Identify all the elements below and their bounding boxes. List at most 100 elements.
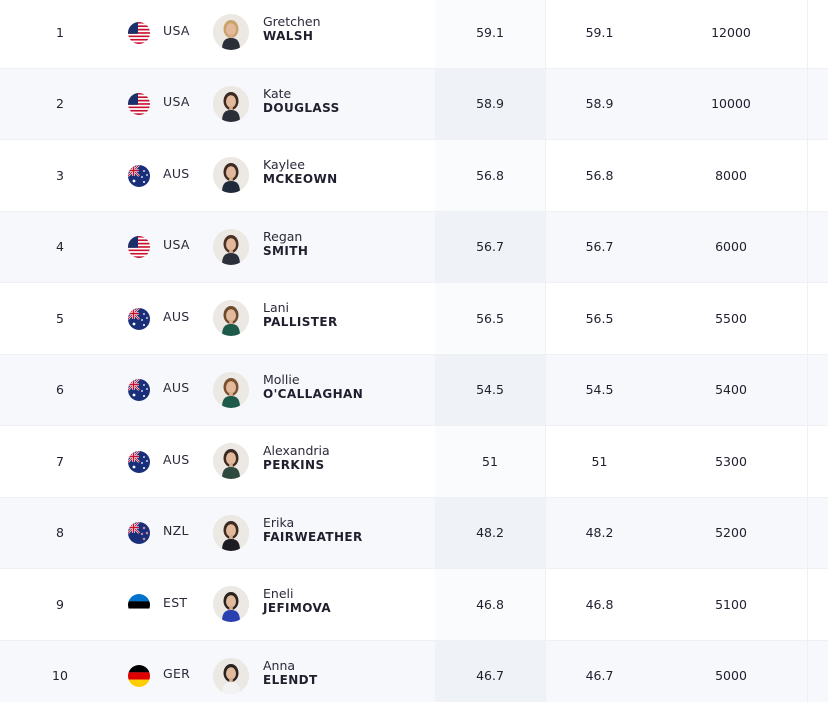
country-code: NZL — [163, 523, 189, 539]
country-code: GER — [163, 666, 191, 682]
athlete-last-name: MCKEOWN — [263, 172, 338, 186]
athlete-last-name: PALLISTER — [263, 315, 338, 329]
athlete-avatar[interactable] — [213, 157, 249, 193]
athlete-name[interactable]: Alexandria PERKINS — [263, 443, 330, 473]
score-total-cell: 58.9 — [545, 68, 653, 139]
athlete-name[interactable]: Kaylee MCKEOWN — [263, 157, 338, 187]
points-cell: 5300 — [715, 453, 747, 469]
athlete-name[interactable]: Anna ELENDT — [263, 657, 318, 687]
athlete-name[interactable]: Eneli JEFIMOVA — [263, 586, 332, 616]
next-column-edge — [807, 68, 828, 139]
athlete-avatar[interactable] — [213, 14, 249, 50]
score-total-cell: 56.7 — [545, 211, 653, 282]
next-column-edge — [807, 640, 828, 702]
table-row[interactable]: 1 USA Gretchen WALSH 59.1 59.1 12000 — [0, 0, 828, 69]
table-row[interactable]: 4 USA Regan SMITH 56.7 56.7 6000 — [0, 211, 828, 283]
score-cell: 56.7 — [435, 211, 545, 282]
athlete-last-name: PERKINS — [263, 458, 325, 472]
table-row[interactable]: 9 EST Eneli JEFIMOVA 46.8 46.8 5100 — [0, 569, 828, 641]
athlete-name[interactable]: Erika FAIRWEATHER — [263, 515, 363, 544]
score-total-cell: 46.8 — [545, 569, 653, 640]
athlete-last-name: DOUGLASS — [263, 100, 340, 115]
score-total-cell: 59.1 — [545, 0, 653, 68]
score-total-cell: 54.5 — [545, 354, 653, 425]
athlete-last-name: WALSH — [263, 29, 314, 43]
athlete-first-name: Mollie — [263, 371, 300, 387]
athlete-avatar[interactable] — [213, 371, 249, 408]
score-cell: 46.8 — [435, 569, 545, 640]
athlete-avatar[interactable] — [213, 85, 249, 122]
next-column-edge — [807, 569, 828, 640]
next-column-edge — [807, 140, 828, 211]
athlete-avatar[interactable] — [213, 443, 249, 479]
athlete-avatar[interactable] — [213, 586, 249, 622]
athlete-first-name: Anna — [263, 657, 296, 673]
athlete-first-name: Eneli — [263, 586, 294, 601]
athlete-name[interactable]: Kate DOUGLASS — [263, 85, 340, 115]
athlete-last-name: SMITH — [263, 243, 309, 258]
athlete-avatar[interactable] — [213, 300, 249, 336]
table-row[interactable]: 5 AUS Lani PALLISTER 56.5 56.5 5500 — [0, 283, 828, 355]
score-cell: 58.9 — [435, 68, 545, 139]
points-cell: 5200 — [715, 525, 747, 541]
next-column-edge — [807, 211, 828, 282]
athlete-avatar[interactable] — [213, 514, 249, 551]
flag-icon — [128, 21, 150, 44]
score-cell: 48.2 — [435, 497, 545, 568]
table-row[interactable]: 8 NZL Erika FAIRWEATHER 48.2 48.2 5200 — [0, 497, 828, 569]
table-row[interactable]: 7 AUS Alexandria PERKINS 51 51 5300 — [0, 426, 828, 498]
country-code: AUS — [163, 451, 190, 467]
flag-icon — [128, 236, 150, 258]
athlete-first-name: Kaylee — [263, 157, 305, 172]
athlete-avatar[interactable] — [213, 657, 249, 694]
flag-icon — [128, 307, 150, 330]
flag-icon — [128, 522, 150, 544]
country-code: AUS — [163, 308, 190, 324]
table-row[interactable]: 6 AUS Mollie O'CALLAGHAN 54.5 54.5 5400 — [0, 354, 828, 426]
table-row[interactable]: 3 AUS Kaylee MCKEOWN 56.8 56.8 8000 — [0, 140, 828, 212]
athlete-name[interactable]: Regan SMITH — [263, 229, 309, 258]
rank-cell: 2 — [56, 96, 64, 112]
rank-cell: 3 — [56, 167, 64, 183]
flag-icon — [128, 665, 150, 687]
flag-icon — [128, 593, 150, 616]
rank-cell: 7 — [56, 453, 64, 469]
score-cell: 59.1 — [435, 0, 545, 68]
points-cell: 12000 — [711, 24, 751, 40]
rank-cell: 5 — [56, 310, 64, 326]
rank-cell: 10 — [52, 668, 68, 684]
score-cell: 54.5 — [435, 354, 545, 425]
athlete-first-name: Alexandria — [263, 443, 330, 458]
score-total-cell: 48.2 — [545, 497, 653, 568]
points-cell: 5000 — [715, 668, 747, 684]
athlete-last-name: JEFIMOVA — [263, 601, 332, 615]
athlete-avatar[interactable] — [213, 228, 249, 265]
points-cell: 5100 — [715, 596, 747, 612]
table-row[interactable]: 10 GER Anna ELENDT 46.7 46.7 5000 — [0, 640, 828, 702]
next-column-edge — [807, 354, 828, 425]
score-total-cell: 56.8 — [545, 140, 653, 211]
country-code: USA — [163, 94, 190, 110]
score-total-cell: 56.5 — [545, 283, 653, 354]
table-row[interactable]: 2 USA Kate DOUGLASS 58.9 58.9 10000 — [0, 68, 828, 140]
country-code: USA — [163, 22, 190, 38]
next-column-edge — [807, 426, 828, 497]
athlete-name[interactable]: Gretchen WALSH — [263, 15, 321, 44]
country-code: USA — [163, 237, 190, 253]
country-code: AUS — [163, 380, 190, 396]
score-cell: 51 — [435, 426, 545, 497]
points-cell: 5500 — [715, 310, 747, 326]
rank-cell: 8 — [56, 525, 64, 541]
country-code: AUS — [163, 165, 190, 181]
athlete-name[interactable]: Lani PALLISTER — [263, 301, 338, 330]
points-cell: 10000 — [711, 96, 751, 112]
athlete-name[interactable]: Mollie O'CALLAGHAN — [263, 371, 363, 401]
score-total-cell: 51 — [545, 426, 653, 497]
next-column-edge — [807, 283, 828, 354]
athlete-last-name: ELENDT — [263, 672, 318, 687]
rank-cell: 4 — [56, 239, 64, 255]
athlete-first-name: Kate — [263, 85, 292, 101]
points-cell: 6000 — [715, 239, 747, 255]
next-column-edge — [807, 0, 828, 68]
